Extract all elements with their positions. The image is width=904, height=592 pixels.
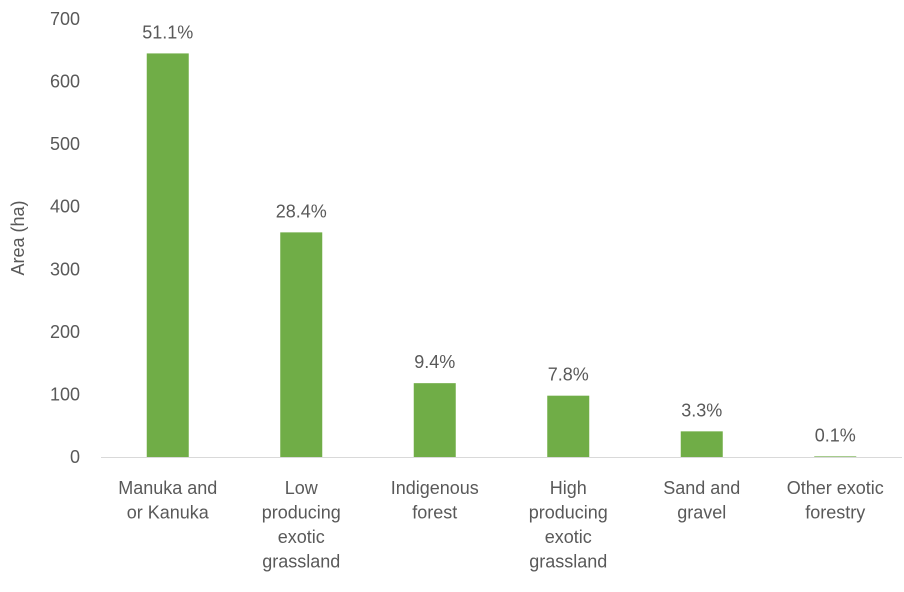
bar — [814, 456, 857, 457]
bar-data-label: 3.3% — [681, 400, 722, 420]
bar — [413, 383, 456, 457]
x-category-label: Low producing exotic grassland — [262, 478, 341, 572]
y-tick-label: 600 — [50, 72, 80, 92]
x-axis-labels: Manuka and or Kanuka Low producing exotic gra… — [118, 478, 884, 572]
y-tick-label: 400 — [50, 197, 80, 217]
data-labels: 51.1% 28.4% 9.4% 7.8% 3.3% 0.1% — [142, 22, 856, 445]
x-category-label: Sand and gravel — [663, 478, 740, 523]
bar-data-label: 28.4% — [276, 201, 327, 221]
y-tick-label: 100 — [50, 384, 80, 404]
bar — [146, 53, 189, 458]
y-tick-label: 300 — [50, 259, 80, 279]
bar-data-label: 51.1% — [142, 22, 193, 42]
bar-data-label: 9.4% — [414, 352, 455, 372]
bar — [680, 431, 723, 457]
y-tick-label: 700 — [50, 9, 80, 29]
x-category-label: Manuka and or Kanuka — [118, 478, 217, 523]
bar — [547, 395, 590, 457]
y-axis-title: Area (ha) — [8, 200, 28, 275]
x-category-label: High producing exotic grassland — [529, 478, 608, 572]
x-category-label: Indigenous forest — [391, 478, 479, 523]
bar-data-label: 7.8% — [548, 365, 589, 385]
bar — [280, 232, 323, 457]
bars — [146, 53, 857, 458]
y-tick-label: 500 — [50, 134, 80, 154]
y-tick-label: 200 — [50, 322, 80, 342]
bar-data-label: 0.1% — [815, 425, 856, 445]
y-tick-label: 0 — [70, 447, 80, 467]
y-axis-ticks: 0 100 200 300 400 500 600 700 — [50, 9, 80, 467]
x-category-label: Other exotic forestry — [787, 478, 884, 523]
